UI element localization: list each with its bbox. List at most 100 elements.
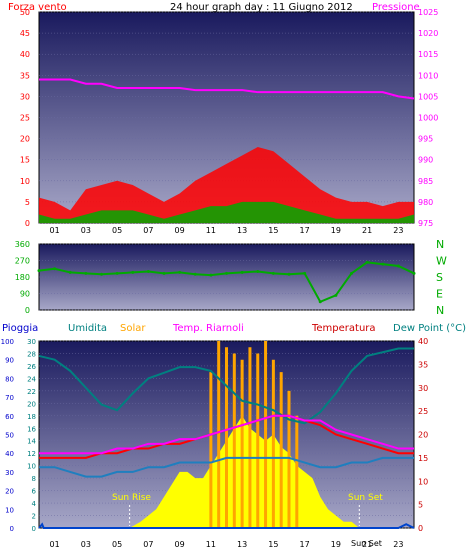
left-tick-label: 35 [20, 71, 30, 80]
direction-point [334, 293, 338, 297]
direction-point [412, 271, 416, 275]
direction-point [193, 272, 197, 276]
rain-tick-label: 90 [5, 357, 14, 365]
axis-layer: 0510152025303540455097598098599099510001… [1, 8, 439, 549]
temp-tick-label: 25 [418, 407, 428, 416]
direction-tick-label: 180 [15, 273, 30, 282]
direction-point [53, 267, 57, 271]
right-tick-label: 975 [418, 219, 433, 228]
right-tick-label: 1020 [418, 29, 438, 38]
direction-point [178, 270, 182, 274]
x-tick-label-panel1: 23 [393, 226, 403, 235]
rain-tick-label: 0 [10, 525, 14, 533]
direction-label: N [436, 238, 444, 251]
plot-layer [37, 11, 416, 529]
x-tick-label-panel3: 21 [362, 540, 372, 549]
x-tick-label-panel1: 01 [50, 226, 60, 235]
series-area-raffica [39, 147, 414, 223]
temp-tick-label: 15 [418, 454, 428, 463]
direction-point [318, 300, 322, 304]
humidity-tick-label: 16 [27, 425, 36, 433]
direction-point [68, 270, 72, 274]
direction-point [209, 273, 213, 277]
left-tick-label: 30 [20, 92, 30, 101]
humidity-tick-label: 6 [32, 488, 37, 496]
sun-set-label: Sun Set [348, 493, 383, 503]
left-tick-label: 40 [20, 50, 30, 59]
series-line-temp-riarnoli [39, 414, 414, 455]
legend-umidita: Umidita [68, 323, 107, 334]
series-area-solar [129, 415, 360, 528]
right-tick-label: 1015 [418, 50, 438, 59]
legend-dew-point: Dew Point (°C) [393, 323, 466, 334]
x-tick-label-panel3: 15 [268, 540, 278, 549]
series-area-vento-medio [39, 201, 414, 223]
x-tick-label-panel1: 19 [331, 226, 341, 235]
direction-point [115, 271, 119, 275]
rain-tick-label: 20 [5, 488, 14, 496]
series-line-umidita [38, 347, 414, 425]
x-tick-label-panel3: 19 [331, 540, 341, 549]
temp-tick-label: 40 [418, 337, 428, 346]
humidity-tick-label: 30 [27, 338, 36, 346]
direction-point [146, 270, 150, 273]
legend-solar: Solar [120, 323, 146, 334]
direction-point [303, 271, 307, 275]
direction-label: W [436, 255, 447, 268]
direction-point [271, 271, 275, 275]
x-tick-label-panel3: 03 [81, 540, 91, 549]
x-tick-label-panel3: 17 [300, 540, 310, 549]
legend-pioggia: Pioggia [2, 323, 38, 334]
temp-tick-label: 10 [418, 477, 428, 486]
direction-tick-label: 270 [15, 257, 30, 266]
direction-tick-label: 0 [25, 306, 30, 315]
direction-point [240, 270, 244, 274]
temp-tick-label: 30 [418, 384, 428, 393]
rain-tick-label: 10 [5, 506, 14, 514]
humidity-tick-label: 0 [32, 525, 36, 533]
direction-label: E [436, 288, 443, 301]
rain-tick-label: 30 [5, 469, 14, 477]
direction-point [84, 271, 88, 275]
x-tick-label-panel3: 13 [237, 540, 247, 549]
right-tick-label: 985 [418, 177, 433, 186]
x-tick-label-panel1: 11 [206, 226, 216, 235]
direction-point [365, 260, 369, 264]
left-tick-label: 15 [20, 156, 30, 165]
direction-point [350, 271, 353, 275]
direction-label: N [436, 304, 444, 317]
rain-tick-label: 80 [5, 375, 14, 383]
right-tick-label: 995 [418, 135, 433, 144]
humidity-tick-label: 18 [27, 413, 36, 421]
direction-point [162, 271, 166, 275]
left-tick-label: 0 [25, 219, 30, 228]
direction-tick-label: 360 [15, 240, 30, 249]
right-tick-label: 980 [418, 198, 433, 207]
humidity-tick-label: 8 [32, 475, 36, 483]
series-line-pioggia [38, 522, 415, 529]
x-tick-label-panel1: 15 [268, 226, 278, 235]
x-tick-label-panel1: 07 [143, 226, 153, 235]
direction-point [225, 271, 228, 275]
x-tick-label-panel3: 23 [393, 540, 403, 549]
x-tick-label-panel1: 03 [81, 226, 91, 235]
x-tick-label-panel3: 05 [112, 540, 122, 549]
rain-tick-label: 40 [5, 450, 14, 458]
x-tick-label-panel1: 09 [175, 226, 185, 235]
x-tick-label-panel1: 13 [237, 226, 247, 235]
humidity-tick-label: 4 [32, 500, 37, 508]
humidity-tick-label: 26 [27, 363, 36, 371]
right-tick-label: 990 [418, 156, 433, 165]
x-tick-label-panel1: 17 [300, 226, 310, 235]
legend-temp-riarnoli: Temp. Riarnoli [172, 323, 244, 334]
humidity-tick-label: 14 [27, 438, 36, 446]
humidity-tick-label: 28 [27, 350, 36, 358]
humidity-tick-label: 24 [27, 375, 36, 383]
rain-tick-label: 70 [5, 394, 14, 402]
series-line-pressione [39, 78, 415, 100]
right-tick-label: 1005 [418, 92, 438, 101]
left-tick-label: 45 [20, 29, 30, 38]
